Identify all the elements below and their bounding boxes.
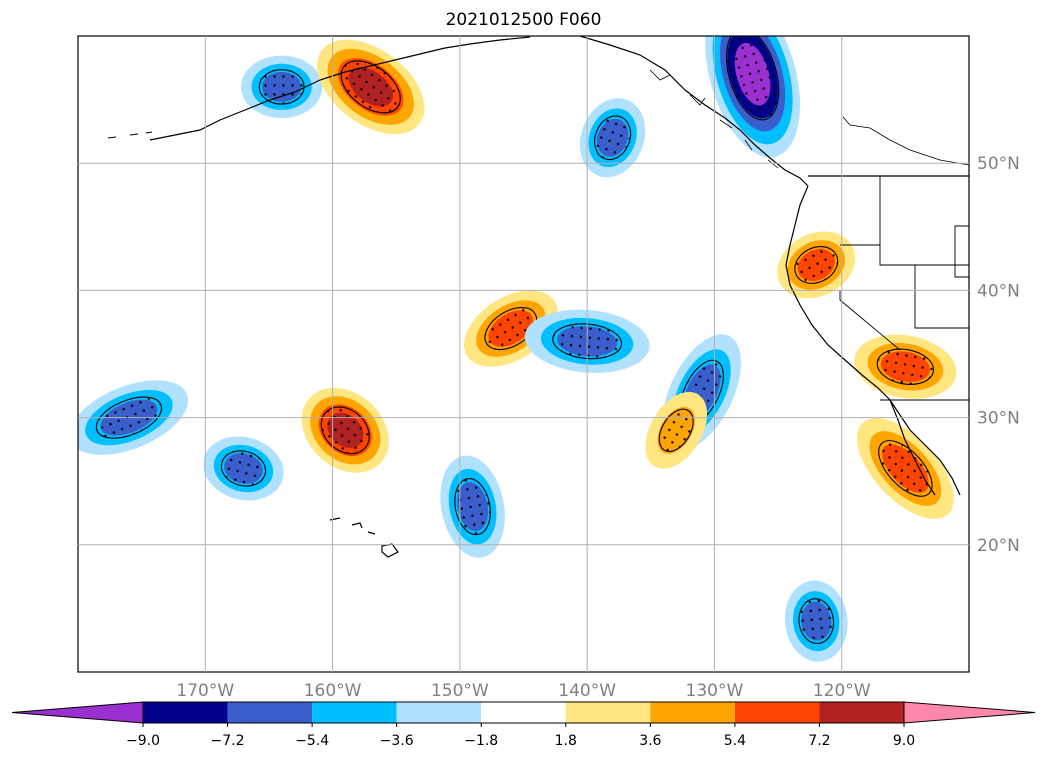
significance-stipple bbox=[658, 408, 694, 452]
colorbar-swatch bbox=[734, 702, 820, 723]
lon-tick-label: 160°W bbox=[304, 681, 362, 701]
colorbar-tick-label: 3.6 bbox=[639, 733, 661, 749]
anomaly-feature bbox=[203, 436, 284, 501]
colorbar-swatch bbox=[227, 702, 313, 723]
anomaly-feature bbox=[784, 580, 848, 662]
colorbar-swatch bbox=[312, 702, 397, 723]
lat-tick-label: 40°N bbox=[977, 281, 1020, 301]
lon-tick-label: 120°W bbox=[813, 681, 871, 701]
anomaly-feature bbox=[854, 334, 957, 399]
colorbar-tick-label: 9.0 bbox=[893, 733, 915, 749]
baja-coast bbox=[889, 399, 936, 496]
lon-tick-label: 170°W bbox=[176, 681, 234, 701]
significance-stipple bbox=[258, 69, 305, 105]
colorbar-tick-label: −1.8 bbox=[464, 733, 498, 749]
lon-tick-label: 140°W bbox=[558, 681, 616, 701]
significance-stipple bbox=[878, 440, 933, 497]
anomaly-feature bbox=[301, 387, 389, 473]
colorbar-tick-label: −5.4 bbox=[295, 733, 329, 749]
anomaly-feature bbox=[579, 98, 646, 178]
anomaly-feature bbox=[705, 36, 801, 158]
hawaii-islands bbox=[329, 517, 399, 558]
anomaly-field-layer bbox=[78, 36, 957, 662]
significance-stipple bbox=[798, 598, 835, 644]
colorbar-extend-high bbox=[903, 701, 1036, 724]
longitude-labels: 170°W 160°W 150°W 140°W 130°W 120°W bbox=[176, 681, 870, 701]
lat-tick-label: 50°N bbox=[977, 154, 1020, 174]
anomaly-feature bbox=[856, 417, 954, 519]
anomaly-feature bbox=[440, 455, 505, 558]
aleutian-islands bbox=[107, 131, 153, 139]
significance-stipple bbox=[594, 115, 632, 161]
lon-tick-label: 130°W bbox=[686, 681, 744, 701]
colorbar-tick-label: −3.6 bbox=[380, 733, 414, 749]
colorbar-tick-label: 7.2 bbox=[808, 733, 830, 749]
gulf-of-alaska-coast bbox=[579, 36, 809, 187]
anomaly-feature bbox=[240, 55, 323, 119]
colorbar-swatch bbox=[143, 702, 228, 723]
colorbar-tick-label: 5.4 bbox=[724, 733, 746, 749]
anomaly-feature bbox=[645, 391, 708, 469]
colorbar-extend-low bbox=[11, 701, 144, 724]
colorbar-swatch bbox=[396, 702, 482, 723]
significance-stipple bbox=[484, 307, 538, 351]
gridlines bbox=[78, 36, 969, 672]
lat-tick-label: 30°N bbox=[977, 409, 1020, 429]
anomaly-feature bbox=[317, 39, 425, 135]
significance-stipple bbox=[340, 60, 401, 114]
significance-stipple bbox=[794, 246, 839, 284]
colorbar-swatch bbox=[481, 702, 566, 723]
colorbar-swatch bbox=[565, 702, 651, 723]
significance-stipple bbox=[454, 478, 491, 536]
map-frame bbox=[77, 35, 970, 673]
colorbar-tick-label: −9.0 bbox=[126, 733, 160, 749]
colorbar-tick-label: 1.8 bbox=[555, 733, 577, 749]
latitude-labels: 50°N 40°N 30°N 20°N bbox=[977, 154, 1020, 556]
colorbar: −9.0 −7.2 −5.4 −3.6 −1.8 1.8 3.6 5.4 7.2 9.0 bbox=[11, 701, 1036, 749]
significance-stipple bbox=[320, 406, 370, 455]
colorbar-tick-label: −7.2 bbox=[211, 733, 245, 749]
colorbar-frame bbox=[142, 701, 905, 724]
significance-stipple bbox=[876, 348, 935, 385]
state-borders bbox=[839, 176, 969, 401]
lat-tick-label: 20°N bbox=[977, 536, 1020, 556]
significance-stipple bbox=[220, 450, 267, 487]
colorbar-swatch bbox=[819, 702, 904, 723]
anomaly-feature bbox=[777, 231, 856, 299]
west-coast-us bbox=[785, 185, 961, 496]
lon-tick-label: 150°W bbox=[431, 681, 489, 701]
chart-title: 2021012500 F060 bbox=[445, 10, 602, 30]
significance-stipple bbox=[725, 36, 780, 121]
colorbar-swatch bbox=[650, 702, 735, 723]
bc-islands bbox=[649, 69, 969, 169]
